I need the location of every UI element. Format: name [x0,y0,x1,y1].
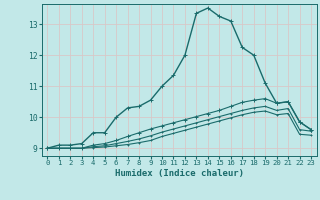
X-axis label: Humidex (Indice chaleur): Humidex (Indice chaleur) [115,169,244,178]
